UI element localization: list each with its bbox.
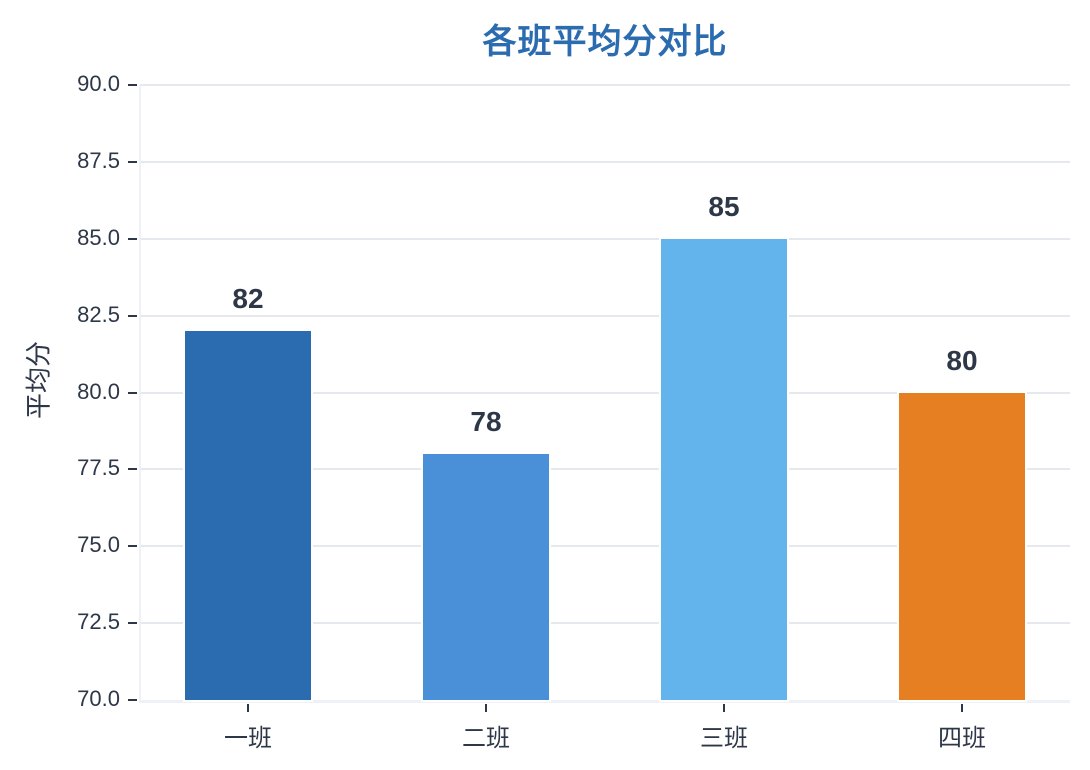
y-tick-label: 80.0 bbox=[77, 378, 120, 404]
bar-class-1 bbox=[185, 331, 311, 700]
y-tick-label: 75.0 bbox=[77, 532, 120, 558]
bar-value-label: 80 bbox=[946, 344, 978, 376]
y-tick-label: 85.0 bbox=[77, 224, 120, 250]
x-tick-label: 二班 bbox=[462, 724, 510, 752]
y-tick-mark bbox=[128, 391, 137, 394]
y-tick-mark bbox=[128, 314, 137, 317]
y-tick-label: 70.0 bbox=[77, 686, 120, 711]
gridline bbox=[140, 314, 1070, 317]
y-axis-line bbox=[139, 85, 141, 702]
y-tick-mark bbox=[128, 468, 137, 471]
x-tick-mark bbox=[247, 704, 249, 712]
y-tick-mark bbox=[128, 545, 137, 548]
gridline bbox=[140, 545, 1070, 548]
y-tick-label: 87.5 bbox=[77, 147, 120, 173]
bar-value-label: 85 bbox=[708, 190, 740, 222]
x-tick-mark bbox=[961, 704, 963, 712]
gridline bbox=[140, 622, 1070, 625]
y-tick-label: 77.5 bbox=[77, 455, 120, 481]
x-tick-mark bbox=[485, 704, 487, 712]
bar-class-3 bbox=[661, 238, 787, 700]
chart-title: 各班平均分对比 bbox=[482, 22, 728, 62]
x-tick-label: 一班 bbox=[224, 724, 272, 752]
y-tick-label: 82.5 bbox=[77, 301, 120, 327]
y-tick-mark bbox=[128, 84, 137, 86]
x-tick-label: 三班 bbox=[700, 724, 748, 752]
gridline bbox=[140, 160, 1070, 163]
y-tick-mark bbox=[128, 699, 137, 701]
gridline bbox=[140, 84, 1070, 86]
y-tick-label: 90.0 bbox=[77, 71, 120, 96]
bar-value-label: 78 bbox=[470, 406, 502, 437]
bar-value-label: 82 bbox=[232, 283, 264, 314]
x-tick-mark bbox=[723, 704, 725, 712]
x-tick-label: 四班 bbox=[938, 724, 986, 752]
y-tick-mark bbox=[128, 237, 137, 240]
bar-class-2 bbox=[423, 454, 549, 700]
gridline bbox=[140, 391, 1070, 394]
y-tick-mark bbox=[128, 160, 137, 163]
x-axis-line bbox=[139, 700, 1070, 703]
y-tick-mark bbox=[128, 622, 137, 625]
y-tick-label: 72.5 bbox=[77, 609, 120, 635]
gridline bbox=[140, 468, 1070, 471]
bar-class-4 bbox=[899, 392, 1025, 700]
gridline bbox=[140, 237, 1070, 240]
